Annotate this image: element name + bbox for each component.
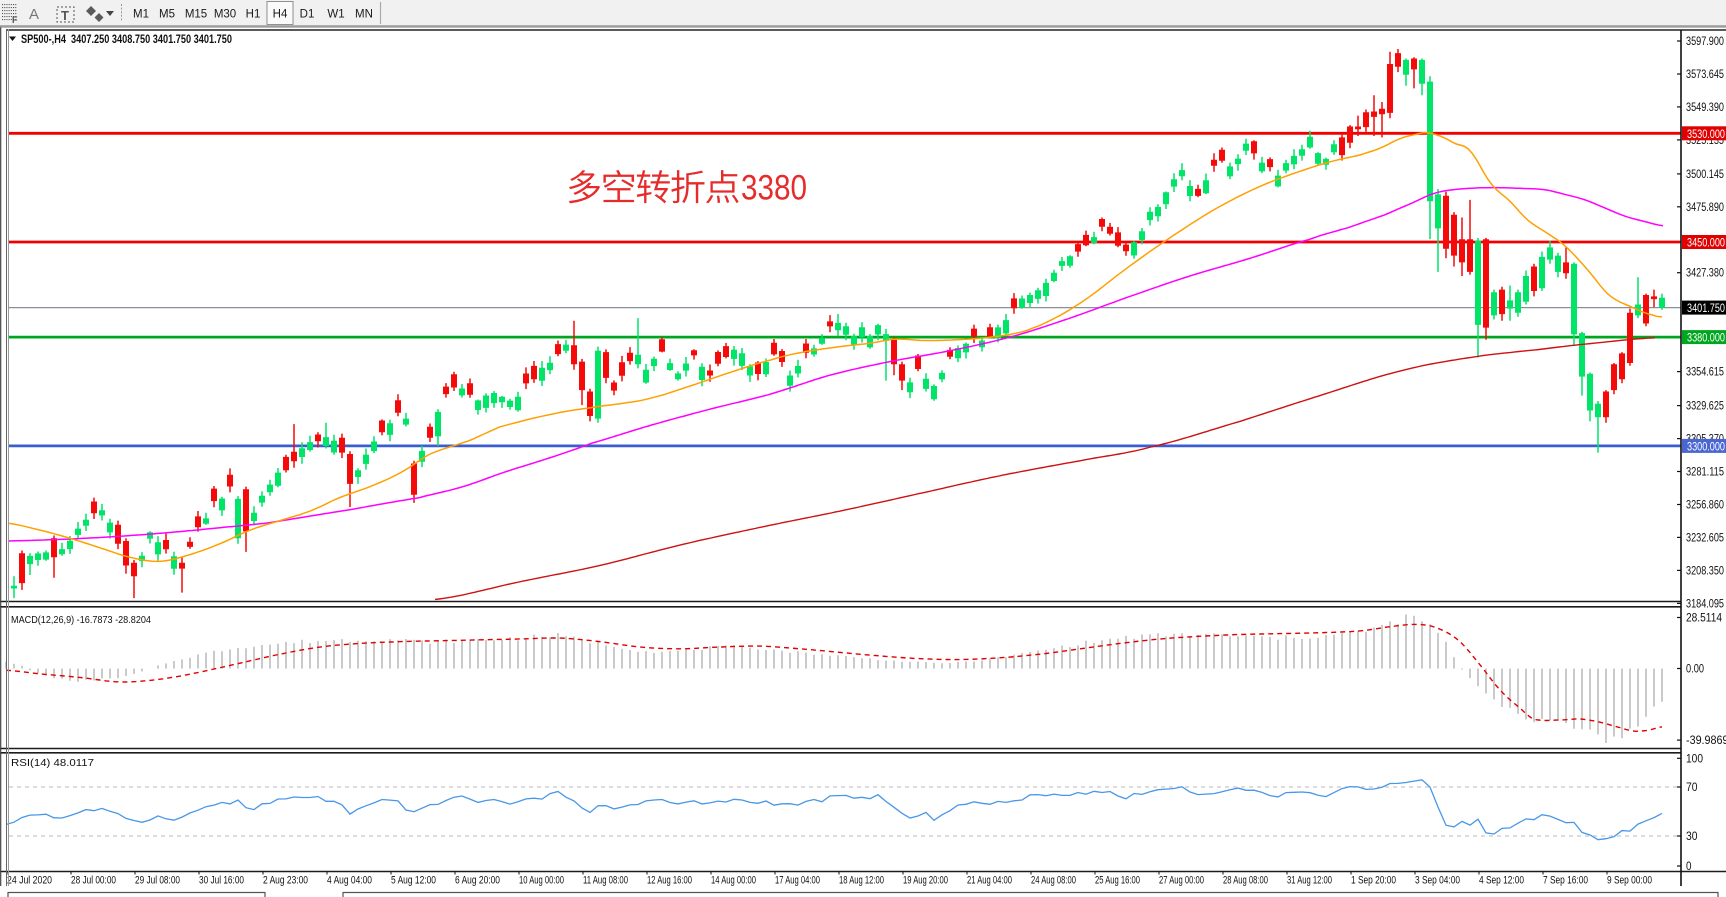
svg-text:25 Aug 16:00: 25 Aug 16:00 <box>1095 875 1140 887</box>
svg-text:30 Jul 16:00: 30 Jul 16:00 <box>199 875 244 887</box>
svg-text:3475.890: 3475.890 <box>1686 202 1724 214</box>
svg-text:M30: M30 <box>214 9 236 21</box>
svg-text:29 Jul 08:00: 29 Jul 08:00 <box>135 875 180 887</box>
svg-text:3597.900: 3597.900 <box>1686 36 1724 48</box>
svg-text:19 Aug 20:00: 19 Aug 20:00 <box>903 875 948 887</box>
svg-text:3232.605: 3232.605 <box>1686 532 1724 544</box>
svg-text:4 Sep 12:00: 4 Sep 12:00 <box>1479 875 1524 887</box>
svg-text:3256.860: 3256.860 <box>1686 499 1724 511</box>
svg-text:28 Aug 08:00: 28 Aug 08:00 <box>1223 875 1268 887</box>
svg-text:17 Aug 04:00: 17 Aug 04:00 <box>775 875 820 887</box>
svg-text:3 Sep 04:00: 3 Sep 04:00 <box>1415 875 1460 887</box>
svg-text:3380: 3380 <box>741 168 807 208</box>
svg-text:5 Aug 12:00: 5 Aug 12:00 <box>391 875 436 887</box>
svg-text:F: F <box>12 15 18 25</box>
svg-text:9 Sep 00:00: 9 Sep 00:00 <box>1607 875 1652 887</box>
svg-text:M15: M15 <box>185 9 207 21</box>
svg-text:MACD(12,26,9) -16.7873 -28.820: MACD(12,26,9) -16.7873 -28.8204 <box>11 614 151 626</box>
svg-text:21 Aug 04:00: 21 Aug 04:00 <box>967 875 1012 887</box>
svg-text:6 Aug 20:00: 6 Aug 20:00 <box>455 875 500 887</box>
svg-text:12 Aug 16:00: 12 Aug 16:00 <box>647 875 692 887</box>
svg-text:27 Aug 00:00: 27 Aug 00:00 <box>1159 875 1204 887</box>
svg-text:M5: M5 <box>159 9 175 21</box>
svg-text:70: 70 <box>1686 782 1698 794</box>
svg-text:31 Aug 12:00: 31 Aug 12:00 <box>1287 875 1332 887</box>
svg-text:3573.645: 3573.645 <box>1686 69 1724 81</box>
svg-text:10 Aug 00:00: 10 Aug 00:00 <box>519 875 564 887</box>
svg-text:3530.000: 3530.000 <box>1687 129 1725 141</box>
svg-text:100: 100 <box>1686 753 1703 765</box>
svg-text:1 Sep 20:00: 1 Sep 20:00 <box>1351 875 1396 887</box>
svg-text:3450.000: 3450.000 <box>1687 238 1725 250</box>
svg-text:14 Aug 00:00: 14 Aug 00:00 <box>711 875 756 887</box>
svg-text:2 Aug 23:00: 2 Aug 23:00 <box>263 875 308 887</box>
svg-text:3500.145: 3500.145 <box>1686 169 1724 181</box>
svg-text:11 Aug 08:00: 11 Aug 08:00 <box>583 875 628 887</box>
svg-text:D1: D1 <box>300 9 315 21</box>
svg-text:M1: M1 <box>133 9 149 21</box>
svg-text:T: T <box>61 8 69 23</box>
svg-text:18 Aug 12:00: 18 Aug 12:00 <box>839 875 884 887</box>
svg-text:3549.390: 3549.390 <box>1686 102 1724 114</box>
svg-text:W1: W1 <box>327 9 344 21</box>
svg-text:3329.625: 3329.625 <box>1686 401 1724 413</box>
svg-text:30: 30 <box>1686 831 1698 843</box>
svg-text:-39.9869: -39.9869 <box>1686 735 1726 747</box>
svg-text:3380.000: 3380.000 <box>1687 333 1725 345</box>
svg-text:3354.615: 3354.615 <box>1686 367 1724 379</box>
svg-text:RSI(14) 48.0117: RSI(14) 48.0117 <box>11 757 94 769</box>
svg-text:28.5114: 28.5114 <box>1686 612 1723 624</box>
svg-text:3401.750: 3401.750 <box>1687 303 1725 315</box>
svg-text:MN: MN <box>355 9 373 21</box>
svg-text:H1: H1 <box>246 9 261 21</box>
svg-text:3427.380: 3427.380 <box>1686 268 1724 280</box>
svg-text:4 Aug 04:00: 4 Aug 04:00 <box>327 875 372 887</box>
svg-text:A: A <box>29 6 39 23</box>
svg-text:24 Aug 08:00: 24 Aug 08:00 <box>1031 875 1076 887</box>
svg-text:28 Jul 00:00: 28 Jul 00:00 <box>71 875 116 887</box>
svg-text:7 Sep 16:00: 7 Sep 16:00 <box>1543 875 1588 887</box>
svg-text:3281.115: 3281.115 <box>1686 467 1724 479</box>
svg-text:SP500-,H4 3407.250 3408.750 3: SP500-,H4 3407.250 3408.750 3401.750 340… <box>21 34 232 46</box>
svg-text:0: 0 <box>1686 861 1692 873</box>
svg-text:H4: H4 <box>273 9 288 21</box>
svg-text:0.00: 0.00 <box>1686 664 1704 676</box>
svg-text:3208.350: 3208.350 <box>1686 565 1724 577</box>
svg-text:24 Jul 2020: 24 Jul 2020 <box>7 875 52 887</box>
svg-text:3184.095: 3184.095 <box>1686 598 1724 610</box>
svg-text:3300.000: 3300.000 <box>1687 441 1725 453</box>
